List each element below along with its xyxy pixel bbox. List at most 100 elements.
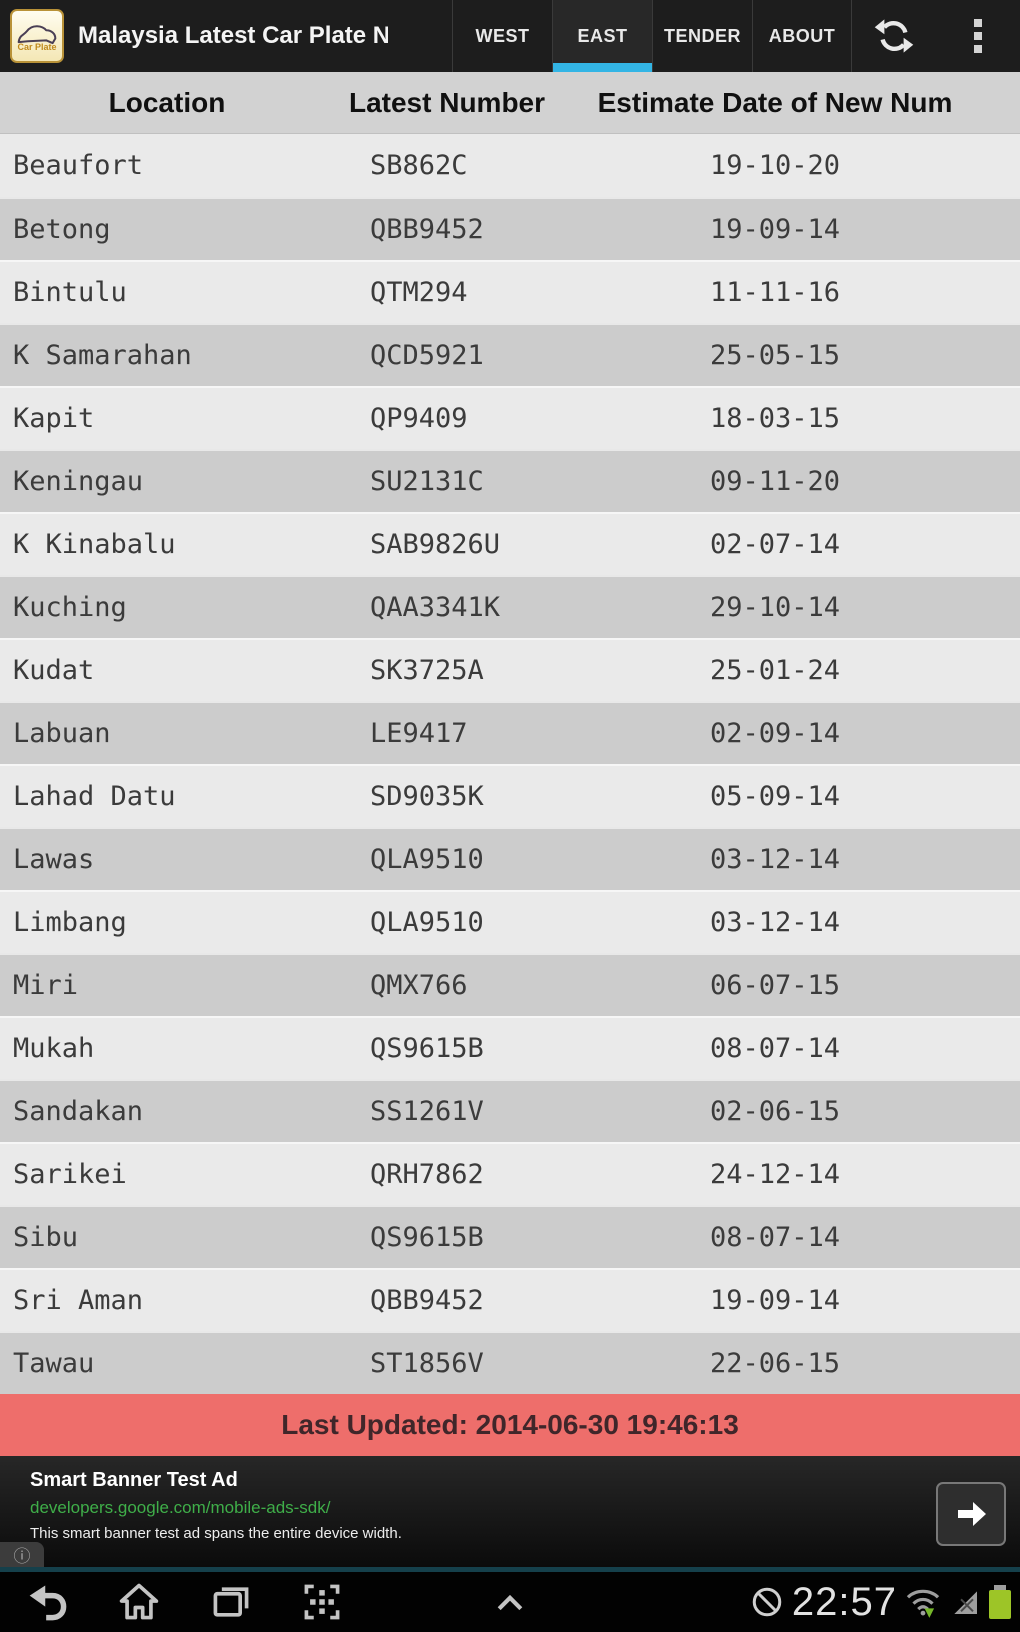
cell-date: 18-03-15: [709, 403, 841, 434]
header-latest-number: Latest Number: [348, 86, 546, 118]
overflow-menu-button[interactable]: [936, 0, 1020, 72]
cell-location: Bintulu: [13, 277, 127, 308]
cell-date: 09-11-20: [709, 466, 841, 497]
ad-url-link[interactable]: developers.google.com/mobile-ads-sdk/: [30, 1498, 331, 1517]
cell-date: 25-05-15: [709, 340, 841, 371]
navigation-bar: 22:57: [0, 1572, 1020, 1632]
cell-location: Labuan: [13, 718, 111, 749]
table-row: Kuching QAA3341K 29-10-14: [0, 575, 1020, 638]
table-row: Keningau SU2131C 09-11-20: [0, 449, 1020, 512]
table-row: Kudat SK3725A 25-01-24: [0, 638, 1020, 701]
cell-date: 03-12-14: [709, 844, 841, 875]
cell-number: QP9409: [370, 403, 468, 434]
table-row: Miri QMX766 06-07-15: [0, 953, 1020, 1016]
table-row: Beaufort SB862C 19-10-20: [0, 134, 1020, 197]
app-icon-label: Car Plate: [17, 42, 57, 52]
cell-number: QRH7862: [370, 1159, 484, 1190]
cell-date: 22-06-15: [709, 1348, 841, 1379]
refresh-icon: [874, 19, 914, 53]
screenshot-icon: [304, 1584, 340, 1620]
wifi-icon: [906, 1589, 940, 1618]
cell-date: 03-12-14: [709, 907, 841, 938]
cell-location: Lahad Datu: [13, 781, 176, 812]
tab-west[interactable]: WEST: [452, 0, 552, 72]
cell-number: QLA9510: [370, 844, 484, 875]
cell-location: Sri Aman: [13, 1285, 144, 1316]
table-row: Lahad Datu SD9035K 05-09-14: [0, 764, 1020, 827]
cell-date: 02-06-15: [709, 1096, 841, 1127]
cell-number: QAA3341K: [370, 592, 501, 623]
cell-location: Keningau: [13, 466, 144, 497]
cell-location: Miri: [13, 970, 79, 1001]
cell-location: Lawas: [13, 844, 95, 875]
table-row: Betong QBB9452 19-09-14: [0, 197, 1020, 260]
back-button[interactable]: [24, 1580, 72, 1624]
cell-number: SD9035K: [370, 781, 484, 812]
cell-date: 19-09-14: [709, 1285, 841, 1316]
ad-cta-button[interactable]: [936, 1482, 1006, 1546]
arrow-right-icon: [958, 1502, 986, 1526]
cell-date: 06-07-15: [709, 970, 841, 1001]
home-button[interactable]: [114, 1580, 164, 1624]
clock: 22:57: [791, 1579, 897, 1624]
cell-date: 25-01-24: [709, 655, 841, 686]
tab-bar: WEST EAST TENDER ABOUT: [452, 0, 852, 72]
cell-location: Sarikei: [13, 1159, 127, 1190]
tab-east[interactable]: EAST: [552, 0, 652, 72]
overflow-menu-icon: [974, 19, 982, 53]
expand-panel-button[interactable]: [487, 1582, 533, 1622]
tab-about[interactable]: ABOUT: [752, 0, 852, 72]
last-updated-banner: Last Updated: 2014-06-30 19:46:13: [0, 1394, 1020, 1456]
ad-info-tab[interactable]: ⓘ: [0, 1542, 44, 1567]
car-sketch-icon: [17, 25, 57, 45]
cell-location: Sibu: [13, 1222, 79, 1253]
recent-apps-button[interactable]: [206, 1580, 256, 1624]
info-icon: ⓘ: [13, 1547, 31, 1566]
table-header: Location Latest Number Estimate Date of …: [0, 72, 1020, 134]
app-icon[interactable]: Car Plate: [10, 9, 64, 63]
cell-date: 05-09-14: [709, 781, 841, 812]
table-row: Mukah QS9615B 08-07-14: [0, 1016, 1020, 1079]
cell-number: SB862C: [370, 150, 468, 181]
table-row: K Samarahan QCD5921 25-05-15: [0, 323, 1020, 386]
cell-date: 11-11-16: [709, 277, 841, 308]
cell-location: Limbang: [13, 907, 127, 938]
cell-number: QBB9452: [370, 1285, 484, 1316]
header-estimate-date: Estimate Date of New Num: [597, 86, 953, 118]
cell-date: 08-07-14: [709, 1222, 841, 1253]
cell-number: QMX766: [370, 970, 468, 1001]
plate-table[interactable]: Beaufort SB862C 19-10-20 Betong QBB9452 19-0…: [0, 134, 1020, 1394]
cell-date: 19-10-20: [709, 150, 841, 181]
cell-date: 02-07-14: [709, 529, 841, 560]
cell-location: K Kinabalu: [13, 529, 176, 560]
refresh-button[interactable]: [852, 0, 936, 72]
ad-banner[interactable]: Smart Banner Test Ad developers.google.c…: [0, 1456, 1020, 1572]
cell-location: Beaufort: [13, 150, 144, 181]
cell-number: SAB9826U: [370, 529, 501, 560]
cell-date: 19-09-14: [709, 214, 841, 245]
app-title: Malaysia Latest Car Plate Num...: [78, 22, 388, 49]
cell-number: LE9417: [370, 718, 468, 749]
recent-apps-icon: [213, 1587, 249, 1617]
status-bar-cluster[interactable]: 22:57: [749, 1580, 1012, 1625]
table-row: Sri Aman QBB9452 19-09-14: [0, 1268, 1020, 1331]
cell-location: Betong: [13, 214, 111, 245]
cell-location: Kuching: [13, 592, 127, 623]
cell-location: Kapit: [13, 403, 95, 434]
cell-number: QS9615B: [370, 1033, 484, 1064]
cell-number: QS9615B: [370, 1222, 484, 1253]
cell-number: ST1856V: [370, 1348, 484, 1379]
screenshot-button[interactable]: [298, 1580, 346, 1624]
table-row: Labuan LE9417 02-09-14: [0, 701, 1020, 764]
table-row: Kapit QP9409 18-03-15: [0, 386, 1020, 449]
home-icon: [119, 1583, 159, 1620]
ad-title: Smart Banner Test Ad: [30, 1469, 238, 1491]
chevron-up-icon: [497, 1594, 523, 1611]
tab-tender[interactable]: TENDER: [652, 0, 752, 72]
cell-date: 24-12-14: [709, 1159, 841, 1190]
back-icon: [29, 1585, 67, 1621]
cell-location: Sandakan: [13, 1096, 144, 1127]
table-row: Limbang QLA9510 03-12-14: [0, 890, 1020, 953]
cell-number: QLA9510: [370, 907, 484, 938]
